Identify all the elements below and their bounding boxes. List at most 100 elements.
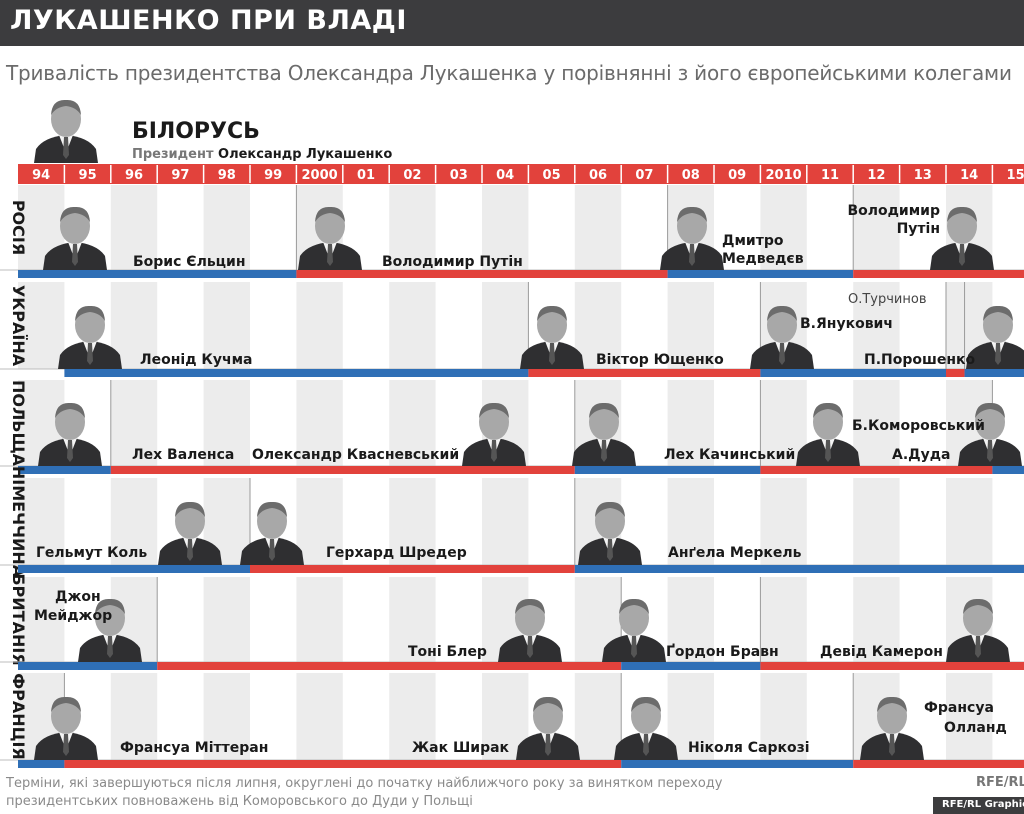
leader-label-4-1: Тоні Блер bbox=[408, 644, 487, 660]
head-shape bbox=[975, 404, 1005, 440]
hair-shape bbox=[619, 598, 649, 614]
tie-shape bbox=[987, 440, 993, 462]
term-bar-3-0 bbox=[18, 565, 250, 573]
leader-label-3-0: Гельмут Коль bbox=[36, 545, 147, 561]
year-stripe bbox=[760, 478, 807, 565]
tie-shape bbox=[825, 440, 831, 462]
year-stripe bbox=[296, 577, 343, 662]
head-shape bbox=[515, 600, 545, 636]
portrait-blair bbox=[498, 598, 562, 662]
title-bar bbox=[0, 0, 1024, 46]
tie-shape bbox=[549, 343, 555, 365]
year-label-15: 15 bbox=[1007, 168, 1024, 183]
country-label-0: РОСІЯ bbox=[9, 200, 28, 255]
leader-label-1-1: Віктор Ющенко bbox=[596, 352, 724, 368]
hair-shape bbox=[975, 402, 1005, 418]
portrait-major bbox=[78, 598, 142, 662]
year-label-02: 02 bbox=[403, 168, 421, 183]
year-stripe bbox=[389, 577, 436, 662]
year-stripe bbox=[853, 380, 900, 466]
portrait-yanukovych bbox=[750, 305, 814, 369]
term-bar-5-3 bbox=[853, 760, 1024, 768]
term-bar-1-2 bbox=[760, 369, 946, 377]
hair-shape bbox=[51, 696, 81, 712]
hair-shape bbox=[51, 99, 81, 115]
portrait-kohl bbox=[158, 501, 222, 565]
year-stripe bbox=[18, 282, 65, 369]
year-stripe bbox=[389, 673, 436, 760]
tie-shape bbox=[631, 636, 637, 658]
portrait-schroeder bbox=[240, 501, 304, 565]
tie-shape bbox=[107, 636, 113, 658]
hair-shape bbox=[589, 402, 619, 418]
year-label-01: 01 bbox=[357, 168, 375, 183]
term-bar-0-0 bbox=[18, 270, 297, 278]
leader-label-0-0: Борис Єльцин bbox=[133, 254, 246, 270]
year-stripe bbox=[203, 380, 250, 466]
suit-shape bbox=[966, 341, 1024, 369]
tie-shape bbox=[327, 244, 333, 266]
term-bar-4-0 bbox=[18, 662, 158, 670]
year-stripe bbox=[667, 380, 714, 466]
leader-label-5-1: Жак Ширак bbox=[412, 740, 510, 756]
tie-shape bbox=[689, 244, 695, 266]
tie-shape bbox=[959, 244, 965, 266]
belarus-president-line: Президент Олександр Лукашенко bbox=[132, 147, 392, 162]
year-label-03: 03 bbox=[450, 168, 468, 183]
term-bar-5-0 bbox=[18, 760, 65, 768]
year-stripe bbox=[203, 282, 250, 369]
year-stripe bbox=[482, 478, 529, 565]
year-label-06: 06 bbox=[589, 168, 607, 183]
year-stripe bbox=[574, 282, 622, 369]
hair-shape bbox=[877, 696, 907, 712]
portrait-putin-1 bbox=[298, 206, 362, 270]
hair-shape bbox=[947, 206, 977, 222]
portrait-brown bbox=[602, 598, 666, 662]
country-label-2: ПОЛЬЩА bbox=[9, 380, 28, 467]
portrait-yeltsin bbox=[43, 206, 107, 270]
term-bar-4-1 bbox=[157, 662, 622, 670]
hair-shape bbox=[95, 598, 125, 614]
hair-shape bbox=[479, 402, 509, 418]
head-shape bbox=[767, 307, 797, 343]
year-stripe bbox=[853, 478, 900, 565]
year-stripe bbox=[110, 673, 158, 760]
year-label-08: 08 bbox=[682, 168, 700, 183]
portrait-yushchenko bbox=[520, 305, 584, 369]
term-bar-5-1 bbox=[64, 760, 622, 768]
year-stripe bbox=[667, 478, 714, 565]
year-stripe bbox=[853, 577, 900, 662]
year-stripe bbox=[110, 478, 158, 565]
portrait-walesa bbox=[38, 402, 102, 466]
head-shape bbox=[51, 101, 81, 137]
portrait-merkel bbox=[578, 501, 642, 565]
term-bar-2-4 bbox=[992, 466, 1024, 474]
term-bar-0-1 bbox=[296, 270, 668, 278]
hair-shape bbox=[75, 305, 105, 321]
year-stripe bbox=[389, 478, 436, 565]
year-label-98: 98 bbox=[218, 168, 236, 183]
hair-shape bbox=[813, 402, 843, 418]
hair-shape bbox=[677, 206, 707, 222]
head-shape bbox=[60, 208, 90, 244]
year-stripe bbox=[110, 185, 158, 270]
hair-shape bbox=[257, 501, 287, 517]
leader-label-1-2: В.Янукович bbox=[800, 316, 893, 332]
term-bar-0-2 bbox=[667, 270, 854, 278]
portrait-sarkozy bbox=[614, 696, 678, 760]
leader-label-1-4: П.Порошенко bbox=[864, 352, 976, 368]
tie-shape bbox=[779, 343, 785, 365]
head-shape bbox=[963, 600, 993, 636]
head-shape bbox=[315, 208, 345, 244]
head-shape bbox=[619, 600, 649, 636]
year-stripe bbox=[853, 185, 900, 270]
year-label-95: 95 bbox=[79, 168, 97, 183]
leader-label-0-3: Володимир bbox=[847, 203, 940, 219]
head-shape bbox=[479, 404, 509, 440]
portrait-kuchma bbox=[58, 305, 122, 369]
year-stripe bbox=[203, 673, 250, 760]
term-bar-0-3 bbox=[853, 270, 1024, 278]
year-stripe bbox=[946, 673, 993, 760]
tie-shape bbox=[601, 440, 607, 462]
